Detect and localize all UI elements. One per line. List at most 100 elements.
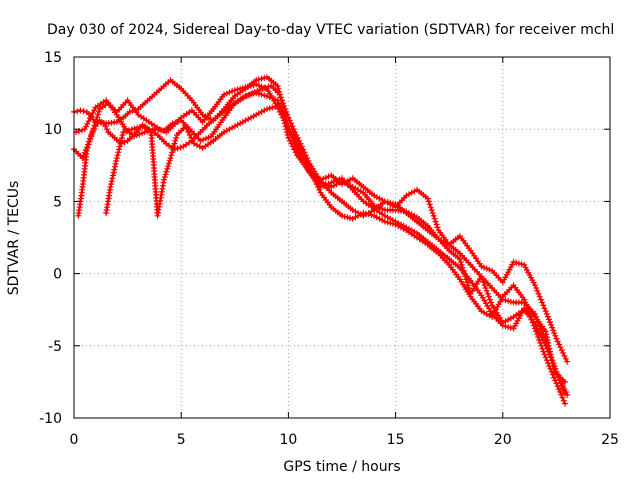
data-point: [507, 298, 514, 305]
data-point: [314, 184, 321, 190]
data-point: [530, 322, 537, 329]
data-point: [84, 120, 91, 127]
data-point: [389, 220, 396, 227]
data-point: [554, 383, 561, 390]
data-point: [532, 282, 538, 289]
data-point: [108, 178, 115, 185]
data-point: [136, 124, 143, 130]
data-point: [502, 323, 509, 330]
data-point: [424, 195, 431, 202]
data-point: [172, 119, 179, 126]
data-point: [261, 92, 268, 99]
data-point: [134, 124, 141, 131]
data-point: [547, 351, 554, 358]
data-point: [265, 83, 272, 90]
data-point: [84, 144, 91, 151]
data-point: [308, 169, 315, 176]
data-point: [325, 180, 332, 187]
data-point: [533, 285, 540, 291]
data-point: [255, 82, 262, 89]
data-point: [561, 386, 568, 393]
data-point: [536, 322, 543, 329]
data-point: [545, 360, 552, 367]
data-point: [550, 360, 557, 367]
data-point: [387, 220, 394, 227]
data-point: [86, 138, 93, 145]
data-point: [113, 155, 120, 162]
data-point: [169, 120, 176, 127]
data-point: [431, 215, 438, 222]
data-point: [129, 107, 136, 114]
data-point: [266, 94, 273, 101]
x-axis-label: GPS time / hours: [283, 459, 400, 475]
data-point: [266, 105, 273, 112]
data-point: [115, 149, 122, 156]
data-point: [488, 299, 494, 306]
data-point: [532, 311, 538, 317]
data-point: [546, 363, 553, 369]
data-point: [553, 335, 560, 342]
data-point: [288, 120, 295, 127]
data-point: [562, 400, 568, 407]
data-point: [529, 319, 536, 326]
data-point: [560, 383, 567, 390]
data-point: [262, 84, 269, 91]
data-point: [558, 380, 565, 387]
data-point: [542, 337, 549, 343]
data-point: [546, 348, 553, 355]
x-tick-label: 0: [70, 432, 79, 448]
data-point: [457, 259, 464, 265]
data-point: [556, 341, 563, 348]
data-point: [537, 325, 544, 332]
data-point: [526, 311, 533, 317]
data-point: [200, 136, 207, 143]
y-tick-label: 10: [44, 122, 62, 138]
data-point: [456, 256, 463, 263]
data-point: [539, 299, 546, 306]
data-point: [163, 168, 170, 175]
data-point: [427, 204, 434, 211]
data-point: [294, 134, 301, 141]
data-point: [298, 143, 305, 150]
data-point: [426, 201, 433, 208]
data-point: [113, 158, 120, 164]
data-point: [483, 287, 490, 294]
data-point: [277, 94, 284, 101]
data-point: [89, 110, 96, 116]
data-point: [507, 324, 514, 331]
data-point: [269, 95, 276, 102]
data-point: [432, 218, 439, 225]
data-point: [510, 259, 517, 265]
data-point: [272, 103, 278, 110]
y-tick-label: 15: [44, 50, 62, 66]
data-point: [535, 290, 542, 297]
data-point: [304, 155, 311, 162]
data-point: [164, 165, 171, 172]
y-tick-label: -10: [39, 411, 62, 427]
data-point: [542, 354, 549, 361]
data-point: [226, 126, 233, 133]
data-point: [170, 143, 177, 150]
data-point: [481, 282, 488, 289]
data-point: [558, 391, 565, 398]
data-point: [551, 363, 558, 369]
data-point: [119, 132, 126, 138]
data-point: [553, 380, 560, 387]
data-point: [483, 265, 490, 272]
data-point: [537, 339, 544, 346]
data-point: [253, 77, 260, 84]
x-tick-label: 25: [601, 432, 619, 448]
data-point: [552, 332, 559, 339]
data-point: [258, 75, 265, 82]
data-point: [481, 264, 487, 271]
data-point: [428, 207, 435, 214]
data-point: [534, 287, 541, 294]
data-point: [169, 149, 176, 156]
data-point: [77, 107, 84, 114]
data-point: [545, 316, 552, 323]
data-point: [254, 87, 261, 94]
data-point: [78, 127, 85, 134]
data-point: [543, 339, 550, 346]
data-point: [387, 199, 394, 206]
plot-frame: [73, 56, 611, 419]
